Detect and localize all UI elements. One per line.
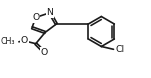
Text: N: N <box>46 8 53 17</box>
Text: O: O <box>32 13 39 22</box>
Text: CH₃: CH₃ <box>1 37 15 46</box>
Text: Cl: Cl <box>116 45 125 54</box>
Text: O: O <box>21 36 28 45</box>
Text: O: O <box>41 48 48 57</box>
